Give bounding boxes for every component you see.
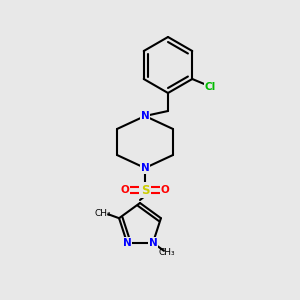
Text: CH₃: CH₃	[95, 209, 111, 218]
Text: Cl: Cl	[205, 82, 216, 92]
Text: N: N	[141, 111, 149, 121]
Text: N: N	[141, 163, 149, 173]
Text: CH₃: CH₃	[159, 248, 175, 257]
Text: N: N	[148, 238, 157, 248]
Text: N: N	[123, 238, 131, 248]
Text: S: S	[141, 184, 149, 196]
Text: O: O	[160, 185, 169, 195]
Text: O: O	[121, 185, 129, 195]
